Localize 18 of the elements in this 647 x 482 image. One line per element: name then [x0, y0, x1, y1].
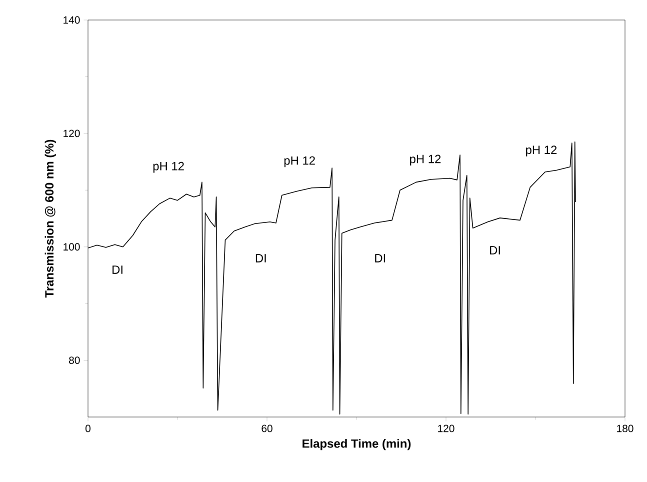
- y-tick-label: 120: [64, 130, 80, 138]
- annotation: pH 12: [526, 146, 557, 156]
- annotation: DI: [490, 246, 500, 254]
- x-tick-label: 60: [262, 424, 272, 432]
- annotation: DI: [375, 254, 386, 262]
- annotation: DI: [256, 254, 266, 262]
- x-tick-label: 0: [85, 424, 90, 432]
- annotation: pH 12: [153, 162, 184, 173]
- x-tick-label: 120: [438, 424, 454, 432]
- y-tick-label: 100: [64, 243, 80, 251]
- x-axis-title: Elapsed Time (min): [302, 439, 411, 450]
- y-tick-label: 80: [69, 356, 80, 364]
- x-tick-label: 180: [617, 424, 634, 432]
- annotation: pH 12: [284, 156, 315, 168]
- y-axis-title: Transmission @ 600 nm (%): [44, 140, 56, 298]
- y-tick-label: 140: [64, 16, 80, 24]
- annotation: DI: [112, 266, 122, 274]
- annotation: pH 12: [410, 154, 441, 166]
